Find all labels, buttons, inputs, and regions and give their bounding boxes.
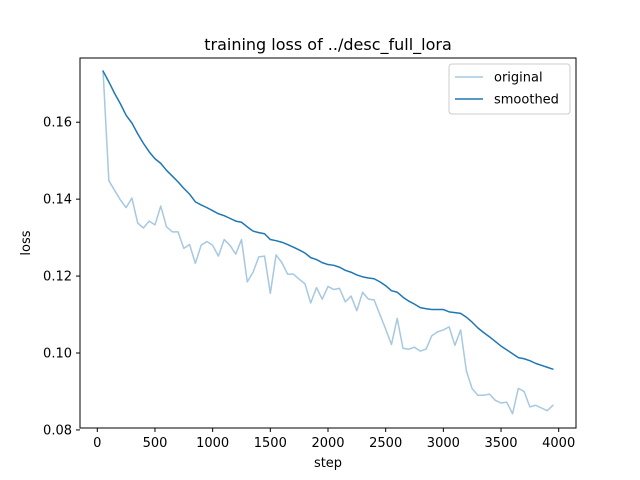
series-layer (102, 70, 554, 415)
series-line-original (102, 70, 554, 415)
x-tick-label: 1500 (254, 436, 287, 451)
x-tick-label: 3000 (427, 436, 460, 451)
legend: original smoothed (448, 63, 571, 115)
x-tick-label: 3500 (484, 436, 517, 451)
x-tick-label: 2500 (369, 436, 402, 451)
x-axis-label: step (314, 456, 342, 471)
x-tick-label: 500 (143, 436, 168, 451)
y-axis: 0.08 0.10 0.12 0.14 0.16 (43, 116, 80, 438)
series-line-smoothed (102, 70, 554, 370)
x-tick-label: 0 (93, 436, 101, 451)
x-tick-label: 1000 (196, 436, 229, 451)
y-tick-label: 0.08 (43, 423, 72, 438)
y-tick-label: 0.16 (43, 116, 72, 131)
y-tick-label: 0.10 (43, 347, 72, 362)
y-tick-label: 0.12 (43, 270, 72, 285)
x-tick-label: 2000 (311, 436, 344, 451)
chart-title: training loss of ../desc_full_lora (204, 35, 452, 55)
x-tick-label: 4000 (542, 436, 575, 451)
x-axis: 0 500 1000 1500 2000 2500 3000 3500 4000 (93, 428, 575, 451)
legend-label-smoothed: smoothed (494, 93, 559, 108)
y-tick-label: 0.14 (43, 193, 72, 208)
legend-label-original: original (494, 71, 543, 86)
y-axis-label: loss (19, 230, 34, 255)
